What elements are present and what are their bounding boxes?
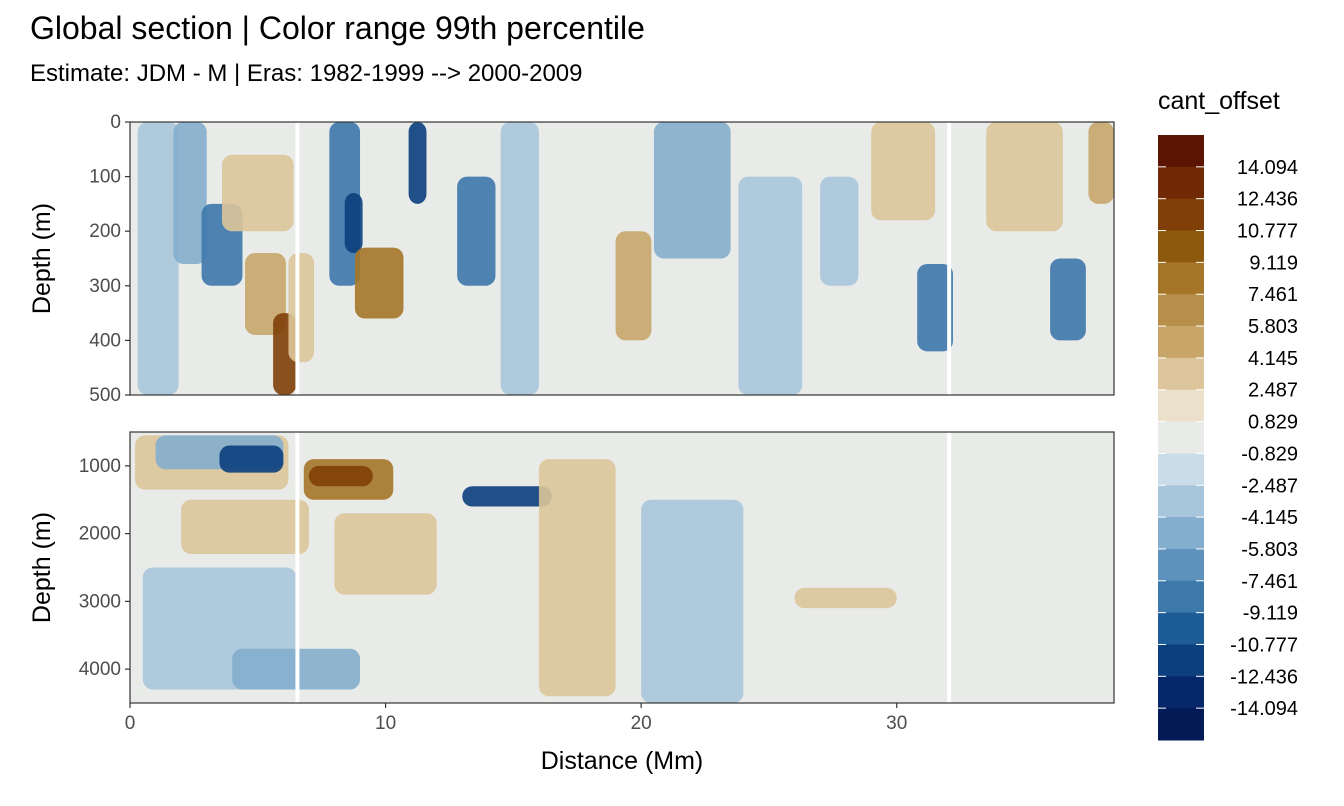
legend-swatch (1158, 517, 1204, 550)
y-tick-label: 4000 (79, 659, 121, 680)
heatmap-cell (288, 253, 315, 363)
legend-swatch (1158, 612, 1204, 645)
heatmap-cell (986, 122, 1063, 232)
heatmap-cell (137, 122, 179, 395)
section-gap (295, 122, 300, 395)
heatmap-cell (544, 122, 608, 395)
legend-label: -5.803 (1241, 539, 1298, 561)
heatmap-cell (308, 465, 373, 487)
heatmap-cell (344, 192, 363, 254)
y-tick-label: 3000 (79, 591, 121, 612)
y-tick-label: 100 (89, 167, 121, 188)
legend-swatch (1158, 580, 1204, 614)
legend-label: 12.436 (1237, 189, 1298, 211)
heatmap-cell (462, 486, 552, 507)
legend-label: 4.145 (1248, 348, 1298, 370)
legend-swatch (1158, 389, 1204, 423)
legend-swatch (1158, 294, 1204, 327)
legend-swatch (1158, 135, 1204, 168)
legend-label: -4.145 (1241, 507, 1298, 529)
legend-swatch (1158, 644, 1204, 677)
legend-swatch (1158, 262, 1204, 295)
legend-swatch (1158, 166, 1204, 200)
x-tick-label: 20 (631, 713, 652, 734)
legend-swatch (1158, 326, 1204, 359)
x-tick-label: 30 (886, 713, 907, 734)
y-tick-label: 1000 (79, 456, 121, 477)
y-tick-label: 400 (89, 330, 121, 351)
section-gap (295, 432, 300, 703)
heatmap-cell (653, 122, 731, 259)
legend-swatch (1158, 357, 1204, 391)
legend-swatch (1158, 485, 1204, 518)
legend-label: -0.829 (1241, 443, 1298, 465)
heatmap-cell (960, 438, 1114, 480)
y-axis-label: Depth (m) (28, 512, 56, 623)
heatmap-cell (738, 176, 803, 395)
heatmap-cell (1050, 258, 1086, 341)
heatmap-cell (457, 176, 496, 286)
legend-label: -7.461 (1241, 571, 1298, 593)
heatmap-cell (500, 122, 539, 395)
legend-label: 10.777 (1237, 221, 1298, 243)
legend-label: -12.436 (1230, 666, 1298, 688)
heatmap-cell (820, 176, 859, 286)
upper-depth-panel (130, 122, 1114, 395)
legend-swatch (1158, 548, 1204, 582)
y-tick-label: 0 (110, 112, 121, 133)
heatmap-cell (219, 445, 284, 473)
x-tick-label: 10 (375, 713, 396, 734)
heatmap-cell (173, 122, 207, 264)
section-gap (947, 432, 952, 703)
heatmap-cell (917, 263, 953, 352)
legend-label: 14.094 (1237, 157, 1298, 179)
legend-swatch (1158, 453, 1204, 486)
panel-border (129, 431, 1115, 704)
legend-label: 5.803 (1248, 316, 1298, 338)
heatmap-cell (1088, 122, 1114, 204)
x-axis-label: Distance (Mm) (541, 747, 704, 775)
section-gap (947, 122, 952, 395)
legend-label: -2.487 (1241, 475, 1298, 497)
heatmap-cell (794, 587, 897, 609)
legend-title: cant_offset (1158, 87, 1280, 115)
y-tick-label: 200 (89, 221, 121, 242)
legend-swatch (1158, 708, 1204, 741)
y-tick-label: 300 (89, 276, 121, 297)
y-tick-label: 2000 (79, 524, 121, 545)
legend-label: -14.094 (1230, 698, 1298, 720)
legend-swatch (1158, 198, 1204, 232)
y-tick-label: 500 (89, 385, 121, 406)
legend-label: 9.119 (1249, 252, 1298, 274)
x-tick-label: 0 (125, 713, 136, 734)
heatmap-cell (354, 247, 404, 319)
chart-title: Global section | Color range 99th percen… (30, 10, 645, 46)
heatmap-cell (245, 253, 286, 335)
legend-label: -9.119 (1243, 603, 1298, 625)
legend-label: 0.829 (1248, 412, 1298, 434)
lower-depth-panel (130, 432, 1114, 703)
legend-swatch (1158, 676, 1204, 709)
heatmap-cell (408, 122, 427, 204)
legend-label: -10.777 (1230, 634, 1298, 656)
chart-subtitle: Estimate: JDM - M | Eras: 1982-1999 --> … (30, 60, 583, 87)
heatmap-cell (222, 154, 294, 232)
legend-label: 7.461 (1248, 284, 1298, 306)
legend-label: 2.487 (1248, 380, 1298, 402)
heatmap-cell (871, 122, 936, 221)
heatmap-cell (538, 459, 616, 697)
legend-swatch (1158, 230, 1204, 263)
panel-border (129, 121, 1115, 396)
heatmap-cell (181, 499, 309, 554)
heatmap-cell (641, 499, 744, 703)
heatmap-cell (334, 513, 437, 595)
heatmap-cell (615, 231, 652, 341)
legend-swatch (1158, 421, 1204, 454)
y-axis-label: Depth (m) (28, 203, 56, 314)
